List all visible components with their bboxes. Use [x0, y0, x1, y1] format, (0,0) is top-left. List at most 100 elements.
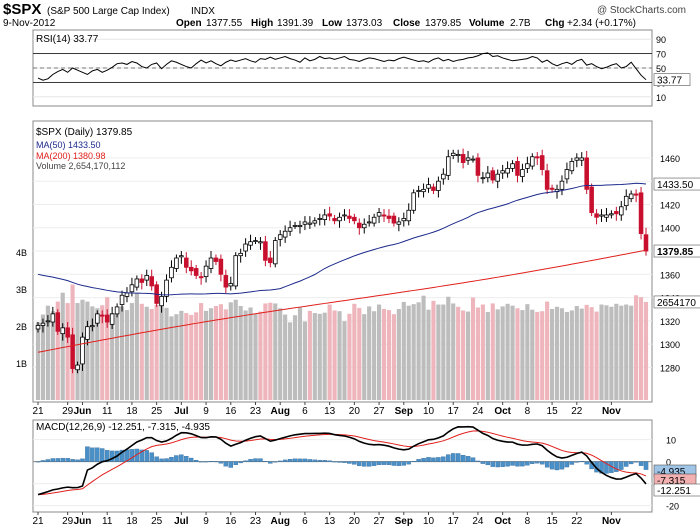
candle-body [99, 314, 105, 317]
volume-bar [139, 303, 144, 400]
macd-histogram-bar [100, 448, 105, 462]
x-tick-label: 6 [302, 516, 308, 527]
low-value: 1373.03 [346, 18, 383, 29]
macd-panel: -20-10010 -4.935-7.315-12.251 MACD(12,26… [32, 419, 700, 513]
volume-bar [288, 322, 293, 400]
macd-histogram-bar [347, 461, 352, 464]
volume-bar [85, 301, 90, 400]
macd-histogram-bar [144, 450, 149, 462]
macd-histogram-bar [579, 461, 584, 462]
candle-body [539, 155, 545, 170]
macd-histogram-bar [539, 461, 545, 465]
candle-body [35, 325, 41, 330]
x-tick-label: 13 [324, 516, 336, 527]
candle-body [361, 223, 367, 229]
volume-bar [194, 312, 199, 400]
macd-histogram-bar [50, 458, 56, 462]
close-label: Close [393, 18, 421, 29]
candle-body [60, 327, 65, 335]
volume-bar [283, 314, 288, 400]
x-tick-label: Aug [270, 516, 289, 527]
volume-bar [416, 302, 421, 400]
volume-bar [65, 303, 70, 400]
candle-body [45, 320, 51, 323]
macd-histogram-bar [505, 461, 510, 467]
x-tick-label: 21 [32, 516, 44, 527]
volume-bar [470, 297, 476, 400]
candle-body [347, 215, 352, 219]
candle-body [65, 327, 70, 338]
volume-bar [337, 311, 342, 400]
volume-bar [456, 306, 461, 400]
candle-body [90, 325, 95, 328]
macd-histogram-bar [401, 461, 407, 466]
candle-body [208, 257, 214, 269]
rsi-panel: 1030507090 33.77 RSI(14) 33.77 [32, 29, 691, 107]
x-tick-label: 23 [250, 516, 262, 527]
volume-bar [342, 321, 347, 400]
macd-histogram-bar [213, 461, 219, 463]
macd-histogram-bar [189, 457, 194, 462]
candle-body [312, 220, 318, 224]
price-tick-label: 1360 [660, 270, 680, 280]
candle-body [534, 156, 540, 159]
candle-body [213, 257, 219, 262]
candle-body [159, 296, 164, 307]
price-tick-label: 1320 [660, 317, 680, 327]
x-tick-label: 27 [374, 406, 386, 417]
volume-bar [604, 305, 609, 400]
macd-histogram-bar [238, 461, 243, 464]
volume-legend: Volume 2,654,170,112 [36, 161, 125, 171]
volume-bar [218, 304, 223, 400]
candle-body [139, 278, 145, 283]
x-tick-label: 25 [151, 516, 163, 527]
chg-label: Chg [545, 18, 564, 29]
macd-histogram-bar [327, 460, 332, 462]
macd-line [37, 425, 647, 496]
x-tick-label: 11 [102, 516, 113, 527]
volume-bar [357, 307, 362, 400]
candle-body [184, 257, 189, 268]
volume-bar [376, 304, 382, 400]
ticker-symbol: $SPX [3, 1, 41, 18]
candle-body [238, 252, 243, 257]
macd-histogram-bar [391, 461, 397, 466]
macd-histogram-bar [624, 461, 629, 467]
volume-bar [386, 310, 392, 400]
macd-histogram-bar [233, 461, 238, 466]
ma200-legend: MA(200) 1380.98 [36, 151, 106, 161]
candle-body [174, 257, 179, 269]
ma50-legend: MA(50) 1433.50 [36, 140, 101, 150]
macd-histogram-bar [544, 461, 550, 468]
rsi-last-value-box [653, 73, 691, 86]
macd-histogram-bar [40, 460, 46, 462]
volume-bar [619, 305, 624, 400]
macd-histogram-bar [312, 459, 318, 462]
candle-body [579, 157, 585, 161]
macd-histogram-bar [376, 461, 382, 465]
macd-histogram-bar [342, 461, 347, 463]
volume-bar [184, 313, 189, 400]
volume-bar [233, 299, 238, 400]
x-tick-label: 17 [448, 516, 460, 527]
macd-histogram-bar [317, 459, 322, 462]
volume-bar [312, 313, 317, 400]
volume-bar [540, 311, 545, 400]
macd-histogram-bar [416, 459, 421, 462]
candle-body [386, 215, 392, 219]
volume-bar [50, 311, 55, 400]
rsi-tick-label: 90 [656, 35, 666, 45]
x-tick-label: 29 [62, 406, 74, 417]
macd-histogram-bar [619, 461, 624, 470]
candle-body [465, 157, 471, 161]
candle-body [564, 169, 570, 180]
volume-bar [441, 304, 446, 400]
macd-histogram-bar [436, 457, 441, 462]
rsi-tick-label: 50 [656, 64, 666, 74]
x-tick-label: 9 [203, 516, 209, 527]
volume-bar [292, 315, 298, 400]
volume-tick-label: 3B [16, 285, 27, 295]
macd-histogram-bar [332, 461, 337, 463]
volume-bar [559, 308, 565, 400]
macd-histogram-bar [520, 461, 525, 467]
